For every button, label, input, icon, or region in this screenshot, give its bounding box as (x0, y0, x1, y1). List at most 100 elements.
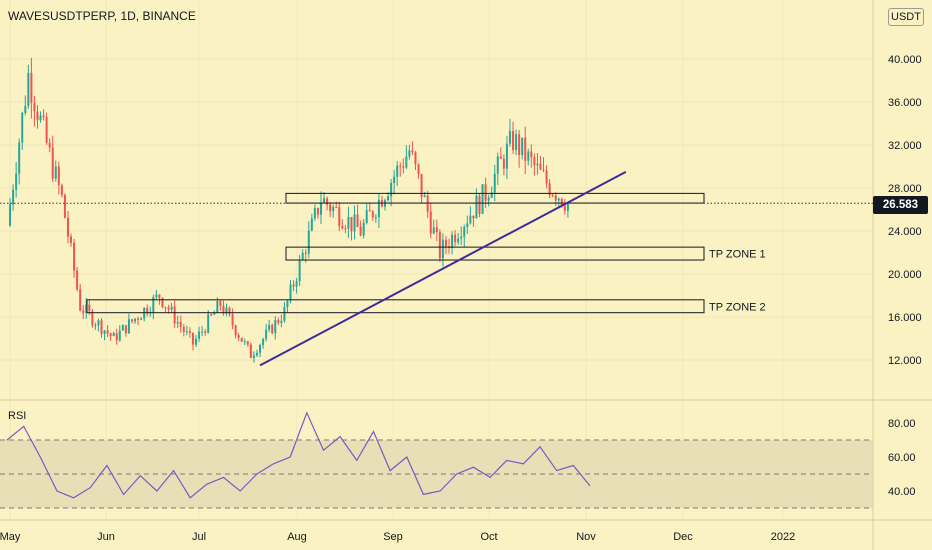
candle-body (496, 156, 499, 174)
candle (243, 338, 246, 345)
candle (563, 199, 566, 215)
candle-body (344, 228, 347, 230)
candle (118, 325, 121, 342)
zone-box (285, 246, 705, 261)
candle (149, 306, 152, 317)
candle (359, 220, 362, 237)
candle (207, 309, 210, 334)
time-axis-tick-1: Jun (97, 531, 115, 543)
candle-body (484, 184, 487, 201)
rsi-axis-tick-2: 80.00 (888, 418, 916, 430)
candle (356, 204, 359, 228)
candle-body (195, 338, 197, 345)
candle-body (548, 183, 551, 196)
candle (319, 191, 322, 225)
candle (435, 219, 438, 242)
price-axis-tick-2: 20.000 (888, 269, 922, 281)
time-axis-tick-3: Aug (287, 531, 307, 543)
candle-body (420, 173, 423, 198)
candle (426, 190, 429, 218)
candle (487, 194, 490, 207)
candle (393, 170, 396, 195)
candle-body (170, 306, 173, 310)
candle-body (466, 223, 469, 228)
candle (384, 198, 386, 211)
candle (94, 322, 97, 330)
candle (533, 153, 536, 176)
candle-body (97, 320, 100, 326)
candle (140, 317, 143, 320)
candle-body (533, 157, 536, 166)
candle (176, 315, 179, 328)
candle-body (286, 300, 289, 307)
candle-body (265, 329, 268, 340)
candle (353, 205, 356, 240)
candle-body (374, 217, 377, 219)
candle (524, 126, 527, 174)
candle-body (106, 330, 109, 334)
currency-selector[interactable]: USDT (888, 8, 924, 26)
candle (249, 342, 252, 359)
candle (420, 173, 423, 203)
candle-body (356, 214, 359, 227)
candle-body (39, 115, 42, 121)
candle (66, 210, 69, 244)
candle-body (204, 331, 207, 333)
candle-body (42, 115, 45, 118)
candle-body (219, 301, 222, 306)
rsi-line (6, 411, 591, 499)
candle-body (518, 134, 521, 156)
rsi-axis-tick-0: 40.00 (888, 486, 916, 498)
candle (329, 201, 332, 217)
candle-body (15, 173, 18, 190)
candle (301, 249, 304, 261)
price-axis-tick-1: 16.000 (888, 312, 922, 324)
candle-body (36, 111, 39, 121)
candle (335, 201, 338, 209)
zone-box (86, 299, 705, 314)
candle-body (545, 170, 548, 184)
candle (481, 184, 484, 215)
candle-body (112, 333, 115, 336)
candle-body (124, 325, 127, 334)
candle-body (198, 331, 201, 339)
candle (210, 313, 213, 316)
candle-body (45, 117, 48, 143)
candle-body (216, 301, 219, 313)
candle-body (262, 339, 265, 345)
candle-body (73, 242, 76, 271)
candle (103, 329, 106, 341)
candle (496, 152, 499, 185)
candle (27, 64, 30, 109)
candle-body (70, 236, 73, 243)
candle (195, 334, 197, 347)
candle (307, 221, 310, 259)
candle-body (134, 318, 137, 322)
candle (374, 214, 377, 223)
candle (566, 202, 569, 218)
candle-body (210, 314, 213, 316)
candle (21, 111, 24, 150)
price-axis-tick-4: 28.000 (888, 183, 922, 195)
candle-body (76, 270, 79, 290)
candle (286, 299, 289, 313)
candle-body (30, 72, 33, 103)
candle (518, 130, 521, 168)
candle (36, 105, 39, 129)
candle (390, 179, 393, 207)
candle-body (353, 214, 356, 232)
candle-body (554, 195, 557, 201)
candle (42, 109, 45, 121)
candle-body (274, 320, 277, 334)
candle-body (499, 156, 502, 159)
price-axis-tick-3: 24.000 (888, 226, 922, 238)
candle-body (234, 325, 237, 336)
candle (225, 303, 228, 317)
candle-body (33, 102, 36, 112)
candle-body (335, 206, 338, 208)
candle-body (94, 325, 97, 327)
candle-body (82, 310, 85, 313)
candle (399, 162, 402, 177)
candle-body (411, 150, 414, 153)
